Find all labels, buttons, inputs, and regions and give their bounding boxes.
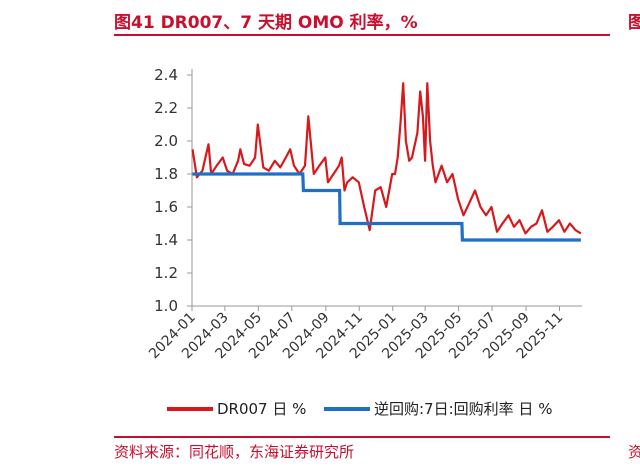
series-line-omo [192,172,581,242]
legend-swatch-omo [324,406,370,411]
y-tick-label: 1.2 [154,264,178,282]
series-line-dr007 [191,82,582,235]
legend-label-omo: 逆回购:7日:回购利率 日 % [374,400,553,418]
legend-item-dr007: DR007 日 % [167,398,306,419]
adjacent-source-fragment: 资 [628,443,640,461]
line-chart: 1.01.21.41.61.82.02.22.42024-012024-0320… [146,66,582,362]
y-tick-label: 2.4 [154,66,178,84]
legend-swatch-dr007 [167,406,213,411]
chart-title: 图41 DR007、7 天期 OMO 利率，% [114,13,418,33]
y-tick-label: 1.4 [154,231,178,249]
legend-label-dr007: DR007 日 % [217,400,307,418]
y-tick-label: 1.6 [154,198,178,216]
adjacent-title-fragment: 图 [628,13,640,33]
source-rule [114,436,610,438]
y-tick-label: 1.0 [154,297,178,315]
y-tick-label: 1.8 [154,165,178,183]
title-rule [114,34,610,36]
y-tick-label: 2.2 [154,99,178,117]
source-note: 资料来源：同花顺，东海证券研究所 [114,443,355,461]
y-tick-label: 2.0 [154,132,178,150]
legend-item-omo: 逆回购:7日:回购利率 日 % [324,398,552,419]
